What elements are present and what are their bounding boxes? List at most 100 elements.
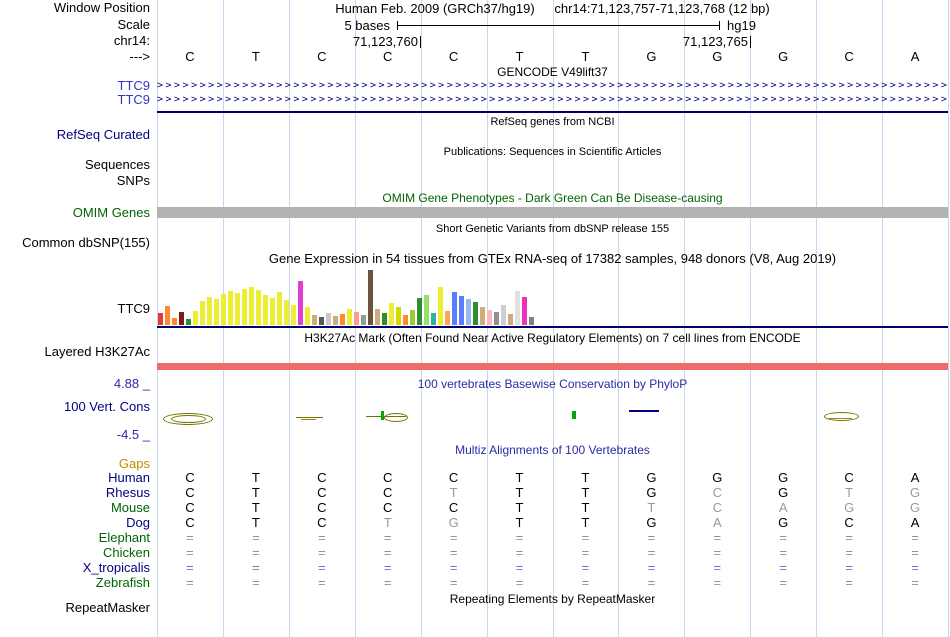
alignment-gap-mark: = (911, 545, 919, 560)
gtex-expression-bar[interactable] (263, 295, 268, 325)
gtex-expression-bar[interactable] (515, 291, 520, 325)
multiz-species-label[interactable]: Mouse (110, 500, 150, 515)
gtex-expression-bar[interactable] (319, 317, 324, 325)
gtex-expression-bar[interactable] (529, 317, 534, 325)
grid-line (882, 0, 884, 637)
dbsnp-track-label[interactable]: Common dbSNP(155) (22, 235, 150, 250)
gtex-expression-bar[interactable] (312, 315, 317, 325)
gtex-expression-bar[interactable] (361, 315, 366, 325)
gtex-expression-bar[interactable] (522, 297, 527, 325)
gtex-expression-bar[interactable] (445, 311, 450, 325)
reference-base: C (448, 49, 459, 64)
h3k27ac-track-title: H3K27Ac Mark (Often Found Near Active Re… (304, 331, 801, 345)
gtex-expression-bar[interactable] (291, 305, 296, 325)
gtex-expression-bar[interactable] (200, 301, 205, 325)
gtex-expression-bar[interactable] (179, 312, 184, 325)
gtex-expression-bar[interactable] (242, 289, 247, 325)
gtex-expression-bar[interactable] (403, 315, 408, 325)
omim-dense-bar[interactable] (157, 207, 948, 218)
gtex-expression-bar[interactable] (298, 281, 303, 325)
gencode-transcript-arrows[interactable]: >>>>>>>>>>>>>>>>>>>>>>>>>>>>>>>>>>>>>>>>… (157, 94, 948, 105)
multiz-species-label[interactable]: Chicken (103, 545, 150, 560)
gtex-expression-bar[interactable] (228, 291, 233, 325)
gtex-expression-bar[interactable] (375, 309, 380, 325)
multiz-species-label[interactable]: Elephant (98, 530, 150, 545)
alignment-gap-mark: = (252, 575, 260, 590)
grid-line (618, 0, 620, 637)
h3k27ac-signal-bar[interactable] (157, 363, 948, 370)
refseq-curated-label[interactable]: RefSeq Curated (56, 127, 150, 142)
gtex-expression-bar[interactable] (193, 311, 198, 325)
gtex-expression-bar[interactable] (249, 287, 254, 325)
gtex-expression-bar[interactable] (424, 295, 429, 325)
conservation-track-label[interactable]: 100 Vert. Cons (64, 399, 150, 414)
phylop-max-value: 4.88 _ (113, 376, 150, 391)
alignment-gap-mark: = (186, 560, 194, 575)
phylop-track-title: 100 vertebrates Basewise Conservation by… (417, 377, 688, 391)
gtex-expression-bar[interactable] (382, 313, 387, 325)
gaps-row-label[interactable]: Gaps (118, 456, 150, 471)
gtex-expression-bar[interactable] (494, 312, 499, 325)
gtex-expression-bar[interactable] (354, 312, 359, 325)
gtex-expression-bar[interactable] (466, 299, 471, 325)
alignment-gap-mark: = (186, 545, 194, 560)
snps-track-label[interactable]: SNPs (116, 173, 150, 188)
alignment-gap-mark: = (911, 530, 919, 545)
gtex-expression-bar[interactable] (487, 310, 492, 325)
gtex-expression-bar[interactable] (347, 309, 352, 325)
multiz-species-label[interactable]: Dog (126, 515, 150, 530)
h3k27ac-track-label[interactable]: Layered H3K27Ac (44, 344, 150, 359)
gtex-expression-bar[interactable] (396, 307, 401, 325)
sequences-track-label[interactable]: Sequences (84, 157, 150, 172)
gtex-expression-bar[interactable] (431, 313, 436, 325)
alignment-base: C (844, 470, 854, 485)
gtex-expression-bar[interactable] (438, 287, 443, 325)
multiz-species-label[interactable]: Zebrafish (95, 575, 150, 590)
gtex-expression-bar[interactable] (410, 310, 415, 325)
gtex-expression-bar[interactable] (417, 298, 422, 325)
gtex-expression-bar[interactable] (207, 297, 212, 325)
gencode-transcript-label[interactable]: TTC9 (117, 92, 151, 107)
alignment-gap-mark: = (647, 560, 656, 575)
gtex-expression-bar[interactable] (368, 270, 373, 325)
gencode-transcript-arrows[interactable]: >>>>>>>>>>>>>>>>>>>>>>>>>>>>>>>>>>>>>>>>… (157, 80, 948, 91)
gtex-expression-bar[interactable] (270, 298, 275, 325)
alignment-gap-mark: = (911, 575, 919, 590)
gtex-expression-bar[interactable] (305, 307, 310, 325)
gtex-expression-bar[interactable] (165, 306, 170, 325)
gtex-expression-bar[interactable] (235, 293, 240, 325)
gtex-expression-bar[interactable] (284, 300, 289, 325)
alignment-gap-mark: = (647, 530, 656, 545)
alignment-base: G (646, 485, 657, 500)
multiz-species-label[interactable]: Rhesus (105, 485, 150, 500)
gtex-gene-label[interactable]: TTC9 (117, 301, 151, 316)
omim-genes-label[interactable]: OMIM Genes (72, 205, 150, 220)
gtex-expression-bar[interactable] (459, 296, 464, 325)
gtex-expression-bar[interactable] (501, 305, 506, 325)
alignment-base: G (712, 470, 723, 485)
gtex-expression-bar[interactable] (326, 313, 331, 325)
gtex-expression-bar[interactable] (508, 314, 513, 325)
gtex-expression-bar[interactable] (186, 319, 191, 325)
gtex-expression-bar[interactable] (172, 318, 177, 325)
alignment-gap-mark: = (252, 560, 260, 575)
refseq-dense-line[interactable] (157, 111, 948, 113)
gtex-expression-bar[interactable] (277, 292, 282, 325)
alignment-gap-mark: = (581, 530, 590, 545)
multiz-species-label[interactable]: X_tropicalis (82, 560, 150, 575)
gtex-expression-bar[interactable] (256, 290, 261, 325)
phylop-mark (381, 411, 384, 420)
gtex-expression-bar[interactable] (473, 302, 478, 325)
gtex-expression-bar[interactable] (333, 316, 338, 325)
multiz-species-label[interactable]: Human (108, 470, 150, 485)
gtex-expression-bar[interactable] (389, 303, 394, 325)
gtex-expression-bar[interactable] (452, 292, 457, 325)
gtex-expression-bar[interactable] (214, 299, 219, 325)
gtex-expression-bar[interactable] (480, 307, 485, 325)
gtex-expression-bar[interactable] (221, 294, 226, 325)
gtex-expression-bar[interactable] (158, 313, 163, 325)
repeatmasker-track-label[interactable]: RepeatMasker (65, 600, 150, 615)
gencode-transcript-label[interactable]: TTC9 (117, 78, 151, 93)
gtex-expression-bar[interactable] (340, 314, 345, 325)
